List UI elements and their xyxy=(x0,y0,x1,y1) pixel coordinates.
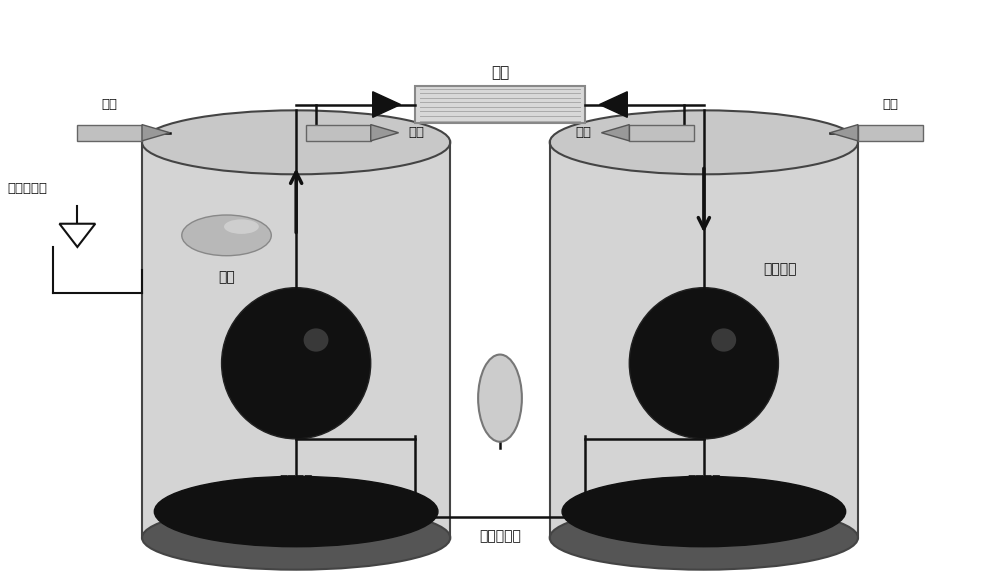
Polygon shape xyxy=(77,124,142,141)
Polygon shape xyxy=(550,142,858,538)
Polygon shape xyxy=(858,124,923,141)
Ellipse shape xyxy=(304,328,328,352)
Text: 制剂: 制剂 xyxy=(218,270,235,284)
Ellipse shape xyxy=(550,110,858,174)
Polygon shape xyxy=(629,124,694,141)
Ellipse shape xyxy=(154,477,438,546)
Polygon shape xyxy=(142,142,450,538)
Ellipse shape xyxy=(629,288,778,439)
Text: 进水: 进水 xyxy=(883,97,899,110)
Ellipse shape xyxy=(142,506,450,570)
Text: 出水: 出水 xyxy=(409,126,425,139)
Text: 进水: 进水 xyxy=(101,97,117,110)
Ellipse shape xyxy=(550,506,858,570)
Text: 石墨电极: 石墨电极 xyxy=(687,474,721,488)
Polygon shape xyxy=(601,124,629,141)
Text: 出水: 出水 xyxy=(575,126,591,139)
Polygon shape xyxy=(142,124,170,141)
Ellipse shape xyxy=(478,355,522,442)
Text: 金属电极: 金属电极 xyxy=(279,474,313,488)
Polygon shape xyxy=(830,124,858,141)
Text: 制剂投加处: 制剂投加处 xyxy=(8,183,48,195)
Polygon shape xyxy=(371,124,399,141)
Text: 离子交换膜: 离子交换膜 xyxy=(479,529,521,543)
Text: 铁氯化酁: 铁氯化酁 xyxy=(764,262,797,276)
Ellipse shape xyxy=(562,477,846,546)
Polygon shape xyxy=(373,92,401,117)
Ellipse shape xyxy=(222,288,371,439)
Ellipse shape xyxy=(711,328,736,352)
Polygon shape xyxy=(306,124,371,141)
FancyBboxPatch shape xyxy=(415,86,585,123)
Text: 电阱: 电阱 xyxy=(491,65,509,80)
Polygon shape xyxy=(599,92,627,117)
Ellipse shape xyxy=(182,215,271,256)
Ellipse shape xyxy=(142,110,450,174)
Ellipse shape xyxy=(224,220,259,234)
Polygon shape xyxy=(59,224,95,247)
